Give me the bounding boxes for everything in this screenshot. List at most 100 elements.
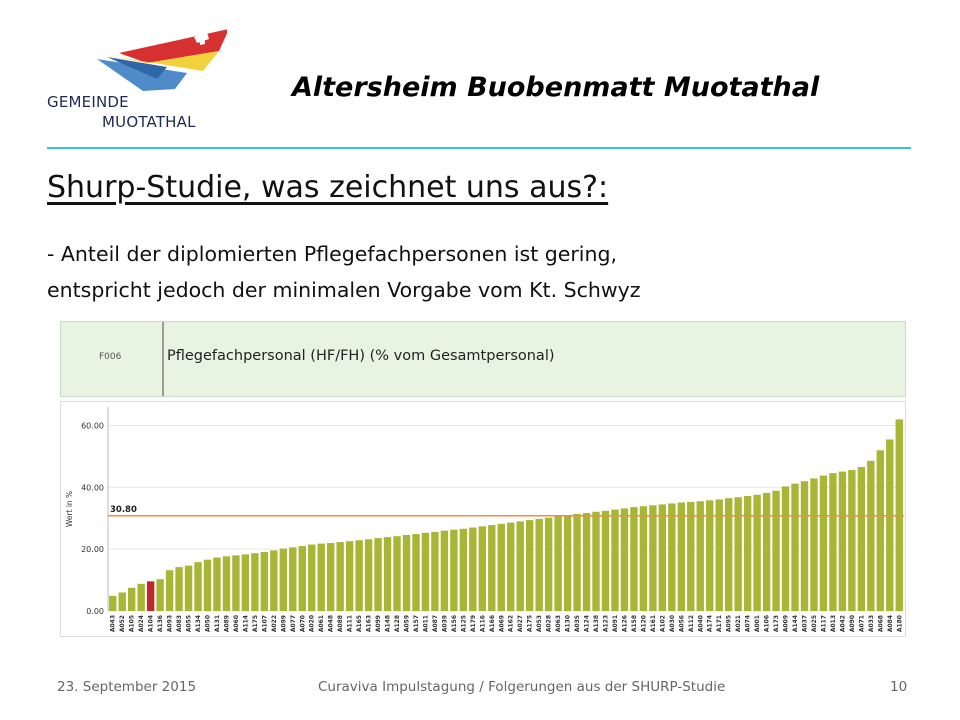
- x-tick-label: A089: [223, 615, 230, 632]
- bar-chart: 0.00 20.00 40.00 60.00 Wert in % A043 A052 A105…: [60, 401, 906, 637]
- bar: [308, 544, 316, 611]
- bar: [649, 505, 657, 611]
- x-tick-label: A157: [413, 615, 420, 632]
- y-tick-label: 20.00: [81, 545, 104, 554]
- x-tick-label: A130: [565, 615, 572, 632]
- logo-line1: GEMEINDE: [47, 93, 129, 111]
- bar: [336, 542, 344, 611]
- x-tick-label: A136: [157, 615, 164, 632]
- x-tick-label: A060: [233, 615, 240, 632]
- x-tick-label: A059: [404, 615, 411, 632]
- x-tick-label: A128: [394, 615, 401, 632]
- x-tick-label: A027: [517, 615, 524, 632]
- bar: [592, 511, 600, 611]
- bar: [355, 540, 363, 611]
- x-tick-label: A042: [839, 615, 846, 632]
- indicator-band: F006 Pflegefachpersonal (HF/FH) (% vom G…: [60, 321, 906, 397]
- bar: [848, 470, 856, 611]
- x-tick-label: A087: [432, 615, 439, 632]
- body-line-1: - Anteil der diplomierten Pflegefachpers…: [47, 242, 618, 266]
- bar: [611, 509, 619, 611]
- logo-line2: MUOTATHAL: [102, 113, 196, 131]
- y-tick-label: 40.00: [81, 483, 104, 492]
- bar: [374, 538, 382, 611]
- x-tick-label: A039: [441, 615, 448, 632]
- bar: [440, 530, 449, 611]
- bar: [791, 483, 799, 611]
- x-tick-label: A124: [584, 615, 591, 632]
- gemeinde-muotathal-logo: GEMEINDE MUOTATHAL: [47, 27, 229, 135]
- x-tick-label: A175: [527, 615, 534, 632]
- bar: [345, 541, 354, 611]
- x-tick-label: A050: [205, 615, 212, 632]
- x-tick-label: A030: [669, 615, 676, 632]
- bar: [146, 581, 155, 611]
- bar: [658, 504, 667, 611]
- bar: [109, 595, 117, 611]
- x-tick-label: A156: [451, 615, 458, 632]
- x-tick-label: A174: [707, 615, 714, 632]
- x-tick-label: A117: [820, 615, 827, 632]
- x-tick-label: A083: [176, 615, 183, 632]
- x-tick-label: A158: [631, 615, 638, 632]
- bar: [535, 518, 543, 611]
- bar: [867, 460, 875, 611]
- bar: [478, 526, 487, 611]
- body-line-2: entspricht jedoch der minimalen Vorgabe …: [47, 278, 641, 302]
- x-tick-label: A179: [470, 615, 477, 632]
- bar: [810, 478, 818, 611]
- x-tick-label: A053: [536, 615, 543, 632]
- x-tick-label: A048: [328, 615, 335, 632]
- bar: [829, 473, 837, 611]
- bar: [838, 471, 847, 611]
- x-tick-label: A020: [309, 615, 316, 632]
- x-tick-label: A099: [375, 615, 382, 632]
- bar: [488, 525, 496, 611]
- bar: [876, 450, 885, 611]
- x-tick-label: A102: [659, 615, 666, 632]
- bar: [251, 553, 259, 611]
- x-tick-label: A040: [697, 615, 704, 632]
- x-tick-label: A061: [318, 615, 325, 632]
- x-tick-label: A173: [773, 615, 780, 632]
- x-tick-label: A114: [242, 615, 249, 632]
- bar: [459, 528, 468, 611]
- bar: [279, 548, 288, 611]
- bar: [232, 555, 240, 611]
- bar: [715, 499, 723, 611]
- bar: [544, 517, 553, 611]
- x-tick-label: A001: [754, 615, 761, 632]
- bar: [677, 502, 686, 611]
- x-tick-label: A074: [745, 615, 752, 632]
- x-tick-label: A165: [356, 615, 363, 632]
- x-tick-label: A028: [546, 615, 553, 632]
- bar: [241, 554, 250, 611]
- bar: [213, 557, 221, 611]
- x-tick-label: A161: [650, 615, 657, 632]
- band-divider: [162, 322, 164, 396]
- x-tick-label: A180: [896, 615, 903, 632]
- bar: [706, 500, 714, 611]
- x-tick-label: A162: [508, 615, 515, 632]
- bar: [260, 551, 269, 611]
- y-tick-label: 60.00: [81, 422, 104, 431]
- bar: [582, 513, 591, 611]
- x-tick-label: A138: [593, 615, 600, 632]
- x-tick-label: A166: [489, 615, 496, 632]
- x-tick-label: A091: [612, 615, 619, 632]
- bar: [222, 556, 231, 611]
- x-tick-label: A125: [460, 615, 467, 632]
- bar: [402, 534, 411, 611]
- bar: [364, 539, 373, 611]
- indicator-label: Pflegefachpersonal (HF/FH) (% vom Gesamt…: [167, 348, 555, 364]
- y-axis-label: Wert in %: [65, 491, 74, 527]
- x-tick-label: A009: [783, 615, 790, 632]
- bar: [696, 501, 704, 611]
- x-tick-label: A106: [764, 615, 771, 632]
- x-tick-label: A095: [726, 615, 733, 632]
- x-tick-label: A163: [366, 615, 373, 632]
- x-tick-label: A093: [167, 615, 174, 632]
- logo-emblem-icon: [97, 29, 229, 91]
- bar: [573, 513, 581, 611]
- bar: [668, 503, 676, 611]
